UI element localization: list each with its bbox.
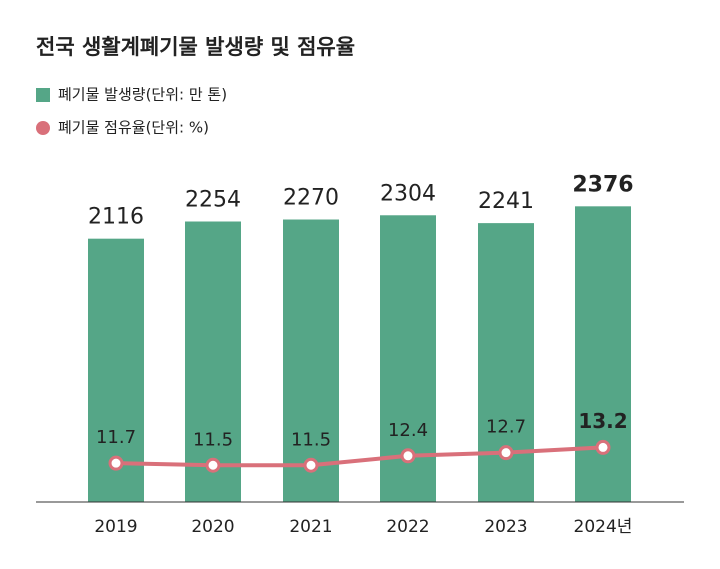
line-value-label: 11.5 [193,429,233,450]
line-value-label: 12.7 [486,417,526,438]
line-point [498,445,514,461]
chart-title: 전국 생활계폐기물 발생량 및 점유율 [36,35,355,59]
legend-marker [36,121,50,135]
line-point [108,455,124,471]
bar-value-label: 2376 [572,172,633,197]
line [115,445,604,468]
bar [283,219,339,502]
x-tick-label: 2022 [386,517,429,537]
x-tick-label: 2024년 [574,517,633,537]
line-value-label: 12.4 [388,420,428,441]
legend-label: 폐기물 점유율(단위: %) [58,119,209,137]
legend-label: 폐기물 발생량(단위: 만 톤) [58,86,227,104]
x-tick-label: 2021 [289,517,332,537]
legend-marker [36,88,50,102]
line-point [303,457,319,473]
bar-value-label: 2270 [283,186,339,211]
bar [185,221,241,502]
line-point [595,439,611,455]
x-tick-label: 2020 [191,517,234,537]
bar [575,206,631,502]
line-value-label: 11.5 [291,429,331,450]
bar [478,223,534,502]
line-point [400,448,416,464]
line-value-label: 11.7 [96,427,136,448]
bar-value-label: 2254 [185,188,241,213]
x-tick-label: 2023 [484,517,527,537]
line-point [205,457,221,473]
line-value-label: 13.2 [578,409,627,433]
bar-value-label: 2116 [88,205,144,230]
x-tick-label: 2019 [94,517,137,537]
bar-value-label: 2241 [478,189,534,214]
bar-value-label: 2304 [380,181,436,206]
